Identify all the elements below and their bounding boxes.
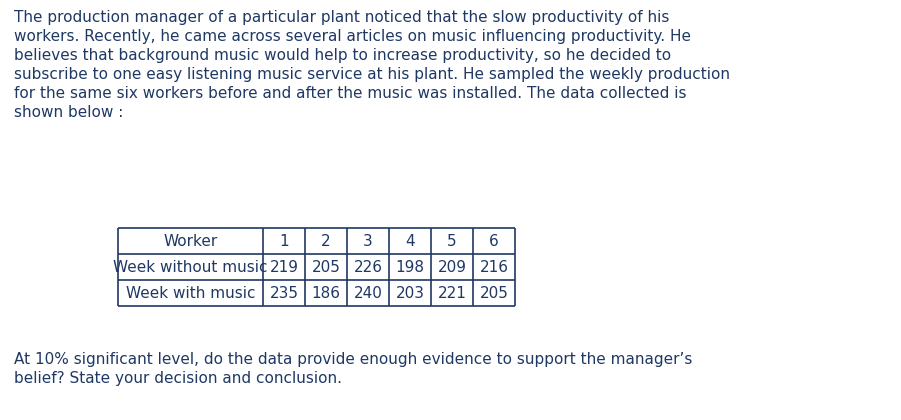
Text: 186: 186 bbox=[312, 286, 341, 300]
Text: 235: 235 bbox=[269, 286, 298, 300]
Text: 205: 205 bbox=[312, 260, 341, 275]
Text: 205: 205 bbox=[479, 286, 508, 300]
Text: 209: 209 bbox=[438, 260, 467, 275]
Text: subscribe to one easy listening music service at his plant. He sampled the weekl: subscribe to one easy listening music se… bbox=[14, 67, 730, 82]
Text: Worker: Worker bbox=[163, 234, 218, 249]
Text: 221: 221 bbox=[438, 286, 467, 300]
Text: The production manager of a particular plant noticed that the slow productivity : The production manager of a particular p… bbox=[14, 10, 669, 25]
Text: 4: 4 bbox=[405, 234, 414, 249]
Text: belief? State your decision and conclusion.: belief? State your decision and conclusi… bbox=[14, 371, 342, 386]
Text: 2: 2 bbox=[321, 234, 331, 249]
Text: 6: 6 bbox=[489, 234, 499, 249]
Text: workers. Recently, he came across several articles on music influencing producti: workers. Recently, he came across severa… bbox=[14, 29, 691, 44]
Bar bbox=[118, 228, 515, 306]
Text: 198: 198 bbox=[396, 260, 424, 275]
Text: believes that background music would help to increase productivity, so he decide: believes that background music would hel… bbox=[14, 48, 671, 63]
Text: 1: 1 bbox=[279, 234, 289, 249]
Text: Week with music: Week with music bbox=[126, 286, 255, 300]
Text: 226: 226 bbox=[353, 260, 383, 275]
Text: 203: 203 bbox=[396, 286, 424, 300]
Text: At 10% significant level, do the data provide enough evidence to support the man: At 10% significant level, do the data pr… bbox=[14, 352, 692, 367]
Text: Week without music: Week without music bbox=[114, 260, 268, 275]
Text: 240: 240 bbox=[353, 286, 382, 300]
Text: shown below :: shown below : bbox=[14, 105, 123, 120]
Text: 5: 5 bbox=[447, 234, 457, 249]
Text: for the same six workers before and after the music was installed. The data coll: for the same six workers before and afte… bbox=[14, 86, 687, 101]
Text: 216: 216 bbox=[479, 260, 508, 275]
Text: 3: 3 bbox=[363, 234, 373, 249]
Text: 219: 219 bbox=[269, 260, 298, 275]
